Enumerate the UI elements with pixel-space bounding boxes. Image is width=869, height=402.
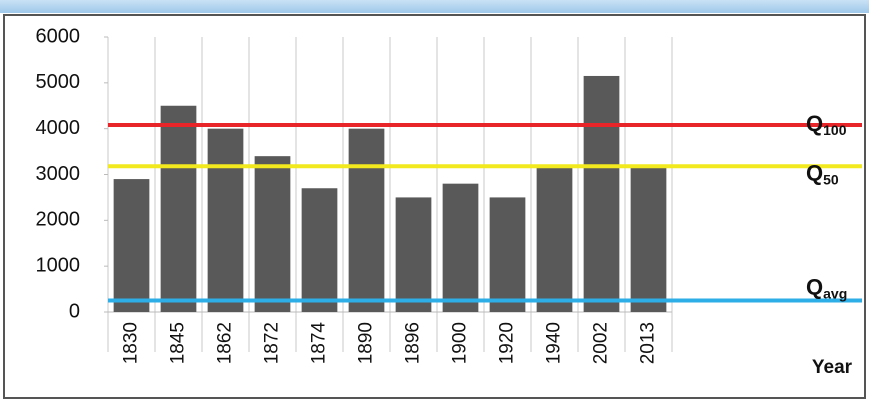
y-tick-label: 0 [69,300,80,322]
x-tick-label: 1845 [168,322,189,364]
top-band [0,0,869,13]
bar [489,197,526,312]
bar [536,167,573,312]
x-tick-label: 2013 [638,322,659,364]
x-tick-label: 1862 [215,322,236,364]
bar [113,179,150,312]
x-tick-label: 1920 [497,322,518,364]
y-tick-label: 5000 [36,71,81,93]
reference-label-main: Q [806,160,823,185]
x-tick-label: 1896 [403,322,424,364]
y-tick-label: 6000 [36,25,81,47]
x-tick-label: 1900 [450,322,471,364]
reference-label: Q50 [806,160,839,187]
bar [583,75,620,312]
reference-label-sub: 100 [823,122,847,138]
y-tick-label: 1000 [36,254,81,276]
reference-label-main: Q [806,274,823,299]
y-tick-label: 2000 [36,209,81,231]
reference-label: Qavg [806,274,847,301]
x-tick-label: 1890 [356,322,377,364]
x-tick-label: 2002 [591,322,612,364]
x-tick-label: 1874 [309,322,330,365]
y-tick-label: 4000 [36,117,81,139]
reference-label-sub: 50 [823,171,839,187]
reference-label-sub: avg [823,285,847,301]
bar [395,197,432,312]
bar [160,105,197,312]
bar [348,128,385,312]
x-axis-label: Year [812,357,853,378]
bar [442,183,479,312]
x-tick-label: 1872 [262,322,283,364]
bar [630,167,667,312]
x-tick-label: 1830 [121,322,142,364]
bar [207,128,244,312]
reference-label-main: Q [806,111,823,136]
reference-label: Q100 [806,111,847,138]
bar [254,156,291,312]
bar [301,188,338,312]
x-tick-label: 1940 [544,322,565,364]
y-tick-label: 3000 [36,163,81,185]
